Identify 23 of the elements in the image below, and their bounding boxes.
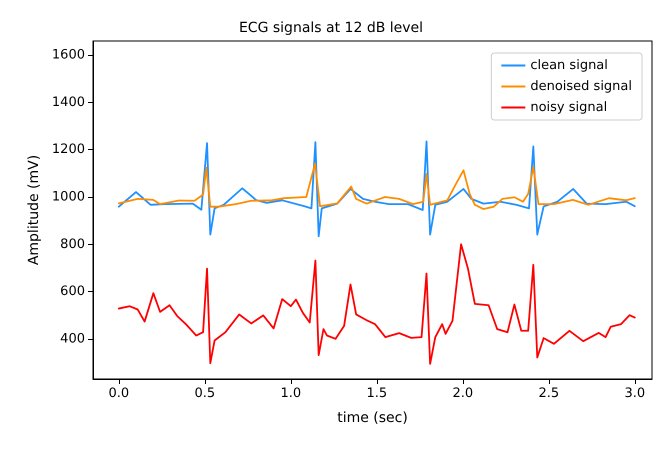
y-axis-title: Amplitude (mV) [26,154,42,266]
x-tick-label: 1.0 [280,386,302,401]
y-tick-label: 1400 [52,94,85,110]
x-axis-title: time (sec) [337,410,408,426]
y-tick-label: 400 [60,331,85,346]
x-tick-label: 1.5 [366,386,388,401]
line-series [118,162,636,210]
legend-label: denoised signal [530,79,632,94]
y-tick-label: 1600 [52,48,85,63]
x-tick-label: 0.0 [108,386,130,401]
x-tick-label: 0.5 [194,386,216,401]
line-series [118,140,636,238]
x-tick-label: 2.5 [538,386,560,401]
legend-label: noisy signal [530,100,608,115]
y-tick-label: 1200 [52,142,85,158]
x-tick-label: 2.0 [452,386,474,401]
x-tick-label: 3.0 [624,386,646,401]
chart-title: ECG signals at 12 dB level [238,20,424,36]
legend-label: clean signal [530,58,608,73]
y-tick-label: 600 [60,284,85,300]
y-tick-label: 1000 [52,190,85,204]
line-series [118,243,636,365]
y-tick-label: 800 [60,236,85,252]
